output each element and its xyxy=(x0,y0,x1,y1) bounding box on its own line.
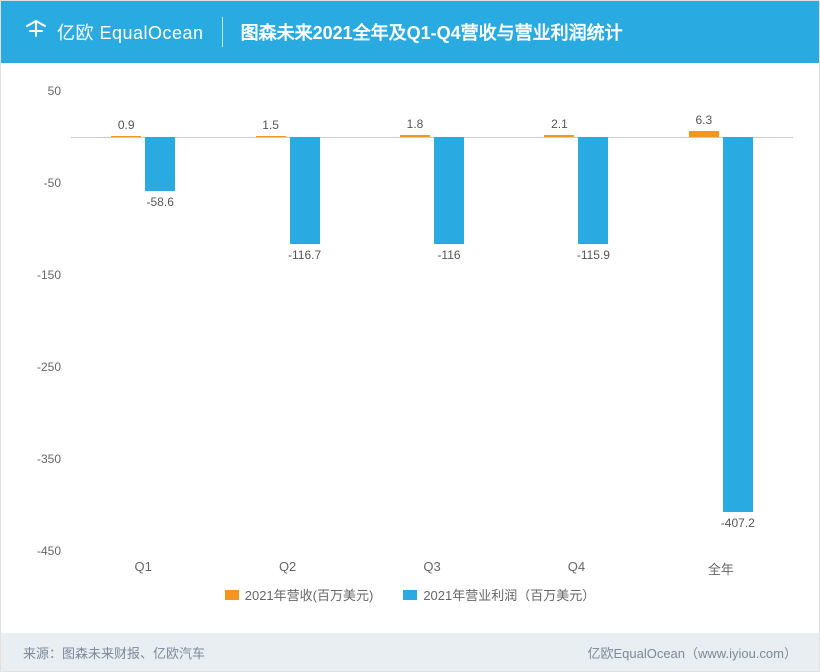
bar-value-label: 2.1 xyxy=(519,117,599,131)
plot: -450-350-250-150-5050 0.9-58.61.5-116.71… xyxy=(19,91,801,551)
bar-group: 2.1 -115.9 xyxy=(504,91,648,551)
bar: 2.1 xyxy=(544,135,574,137)
y-tick: -350 xyxy=(37,452,61,466)
footer: 来源：图森未来财报、亿欧汽车 亿欧EqualOcean（www.iyiou.co… xyxy=(1,633,819,671)
legend-swatch xyxy=(403,590,417,600)
bar-group: 6.3 -407.2 xyxy=(649,91,793,551)
legend-item: 2021年营收(百万美元) xyxy=(225,585,374,604)
y-tick: 50 xyxy=(48,84,61,98)
x-tick-label: 全年 xyxy=(649,559,793,578)
y-axis: -450-350-250-150-5050 xyxy=(19,91,67,551)
bar: -407.2 xyxy=(723,137,753,512)
bar: 1.8 xyxy=(400,135,430,137)
logo-icon xyxy=(23,18,49,46)
bar-value-label: -116 xyxy=(409,248,489,262)
bar-value-label: 1.8 xyxy=(375,117,455,131)
y-tick: -450 xyxy=(37,544,61,558)
bar-group: 1.8 -116 xyxy=(360,91,504,551)
header-divider xyxy=(222,17,223,47)
bar-group: 1.5 -116.7 xyxy=(215,91,359,551)
bar: -116 xyxy=(434,137,464,244)
legend-label: 2021年营业利润（百万美元） xyxy=(423,585,595,604)
x-tick-label: Q2 xyxy=(215,559,359,578)
y-tick: -250 xyxy=(37,360,61,374)
bar-value-label: -116.7 xyxy=(265,248,345,262)
bar: 1.5 xyxy=(256,136,286,137)
legend-swatch xyxy=(225,590,239,600)
legend: 2021年营收(百万美元) 2021年营业利润（百万美元） xyxy=(19,585,801,604)
bar: 0.9 xyxy=(111,136,141,137)
bar: 6.3 xyxy=(689,131,719,137)
brand-text: 亿欧 EqualOcean xyxy=(57,19,204,45)
logo: 亿欧 EqualOcean xyxy=(23,18,204,46)
bar-value-label: -115.9 xyxy=(553,248,633,262)
bar: -115.9 xyxy=(578,137,608,244)
x-tick-label: Q3 xyxy=(360,559,504,578)
bar-value-label: 0.9 xyxy=(86,118,166,132)
credit-label: 亿欧EqualOcean（www.iyiou.com） xyxy=(587,643,797,662)
x-axis-labels: Q1Q2Q3Q4全年 xyxy=(71,559,793,578)
x-tick-label: Q4 xyxy=(504,559,648,578)
y-tick: -50 xyxy=(44,176,61,190)
bar-group: 0.9 -58.6 xyxy=(71,91,215,551)
bar-value-label: 6.3 xyxy=(664,113,744,127)
legend-item: 2021年营业利润（百万美元） xyxy=(403,585,595,604)
bar-value-label: -58.6 xyxy=(120,195,200,209)
bar-value-label: -407.2 xyxy=(698,516,778,530)
source-label: 来源：图森未来财报、亿欧汽车 xyxy=(23,643,205,662)
plot-inner: 0.9 -58.6 1.5 -116.7 1.8 -116 2.1 -115.9 6.3 -407… xyxy=(71,91,793,551)
bar-groups: 0.9 -58.6 1.5 -116.7 1.8 -116 2.1 -115.9 6.3 -407… xyxy=(71,91,793,551)
chart-container: 亿欧 EqualOcean 图森未来2021全年及Q1-Q4营收与营业利润统计 … xyxy=(0,0,820,672)
bar: -116.7 xyxy=(290,137,320,244)
header: 亿欧 EqualOcean 图森未来2021全年及Q1-Q4营收与营业利润统计 xyxy=(1,1,819,63)
chart-title: 图森未来2021全年及Q1-Q4营收与营业利润统计 xyxy=(241,19,623,45)
bar-value-label: 1.5 xyxy=(231,118,311,132)
bar: -58.6 xyxy=(145,137,175,191)
y-tick: -150 xyxy=(37,268,61,282)
chart-area: -450-350-250-150-5050 0.9-58.61.5-116.71… xyxy=(1,63,819,633)
x-tick-label: Q1 xyxy=(71,559,215,578)
legend-label: 2021年营收(百万美元) xyxy=(245,585,374,604)
